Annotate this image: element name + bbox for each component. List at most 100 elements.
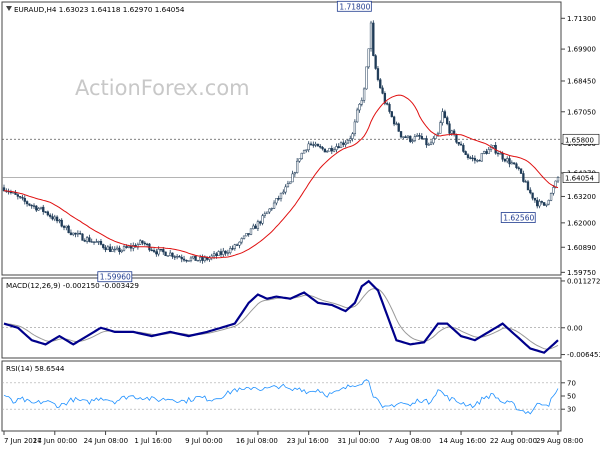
candle-body [106,246,110,251]
candle-body [212,253,216,257]
candle-body [395,123,398,125]
candle-body [515,163,518,169]
candle-body [291,173,294,183]
candle-body [23,197,26,202]
candle-body [270,208,273,210]
macd-panel [1,277,562,359]
candle-body [235,244,239,246]
candle-body [499,153,502,155]
candle-body [259,221,262,224]
price-tick-label: 1.59750 [567,269,596,277]
candle-body [256,221,260,229]
candle-body [83,240,86,242]
candle-body [189,257,193,261]
candle-body [67,225,70,234]
candle-body [49,214,52,217]
candle-body [416,135,419,137]
x-tick-label: 7 Jun 2024 [4,437,42,445]
candle-body [316,143,320,147]
candle-body [556,177,560,182]
candle-body [62,225,66,228]
candle-body [473,158,477,161]
candle-body [125,246,128,248]
candle-body [69,232,73,235]
candle-body [381,87,384,94]
candle-body [178,256,181,258]
candle-body [118,247,121,252]
candle-body [450,130,453,134]
candle-body [263,213,266,216]
candle-body [242,235,246,239]
candle-body [549,193,553,201]
x-tick-label: 1 Jul 16:00 [134,437,172,445]
macd-panel-title: MACD(12,26,9) -0.002150 -0.003429 [6,281,139,290]
candle-body [277,198,280,200]
candle-body [95,241,98,243]
price-tick-label: 1.71300 [567,15,596,23]
candle-body [319,145,322,148]
candle-body [150,249,153,252]
candle-body [279,192,283,199]
candle-body [443,111,447,118]
candle-body [245,233,248,237]
candle-body [339,142,343,149]
candle-body [30,204,33,207]
chart-icon [6,6,12,11]
candle-body [337,146,340,149]
candle-body [92,241,96,243]
candle-body [538,201,541,207]
candle-body [379,79,382,89]
x-tick-label: 23 Jul 16:00 [287,437,329,445]
candle-body [469,157,472,159]
rsi-tick-label: 50 [567,393,576,401]
candle-body [32,205,36,207]
candle-body [159,249,163,251]
candle-body [439,122,442,134]
candle-body [143,242,146,245]
macd-tick-label: 0.00 [567,324,583,332]
x-tick-label: 16 Jul 08:00 [236,437,278,445]
candle-body [104,247,107,251]
resistance-label-box [562,133,600,145]
candle-body [44,211,47,213]
candle-body [261,215,264,224]
macd-axis: 0.011272 0.00 -0.006453 [2,277,600,359]
rsi-line [3,379,559,415]
candle-body [46,211,50,216]
candle-body [58,219,61,222]
candle-body [471,157,474,159]
candle-body [441,111,444,123]
price-candles [2,20,560,264]
candle-body [344,142,347,145]
candle-body [72,232,75,235]
candle-body [51,216,54,220]
candle-body [388,104,391,112]
candle-body [399,131,403,138]
candle-body [409,135,412,142]
candle-body [127,246,130,248]
candle-body [508,158,511,165]
candle-body [226,252,230,254]
candle-body [432,138,435,144]
candle-body [390,111,393,118]
candle-body [215,253,218,256]
candle-body [533,197,537,201]
candle-body [25,201,29,205]
candle-body [478,160,481,162]
candle-body [113,248,116,251]
candle-body [464,151,467,155]
price-annotations: 1.71800 1.62560 1.59960 [97,0,536,283]
candle-body [222,250,225,255]
price-panel-title: EURAUD,H4 1.63023 1.64118 1.62970 1.6405… [14,5,185,14]
candle-body [356,109,359,123]
candle-body [300,152,303,159]
x-tick-label: 24 Jun 08:00 [84,437,128,445]
candle-body [102,244,105,248]
candle-body [326,150,329,153]
x-tick-label: 31 Jul 00:00 [337,437,379,445]
candle-body [328,148,331,152]
candle-body [79,232,82,235]
candle-body [192,255,195,259]
candle-body [425,138,428,146]
